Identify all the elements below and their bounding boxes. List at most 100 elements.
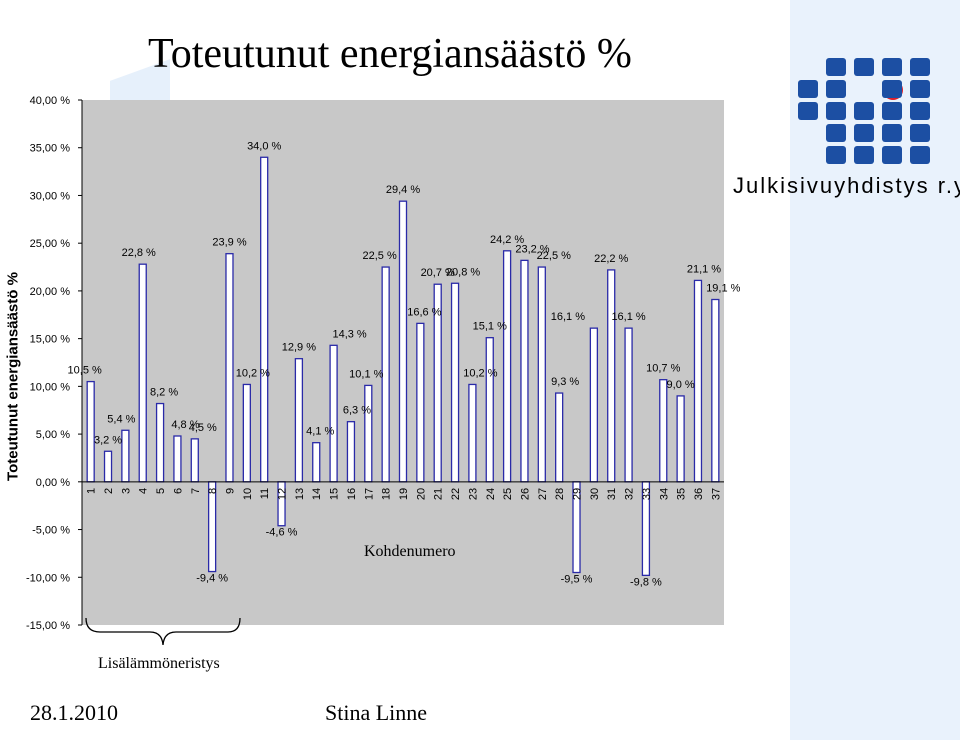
- data-label: 10,1 %: [349, 368, 383, 380]
- y-tick-label: 0,00 %: [36, 477, 70, 489]
- brace: [85, 617, 241, 646]
- bar: [520, 259, 529, 483]
- data-label: 22,5 %: [537, 250, 571, 262]
- y-tick-label: 35,00 %: [30, 143, 71, 155]
- y-tick-label: -15,00 %: [26, 620, 70, 632]
- x-tick-label: 29: [572, 488, 584, 500]
- x-tick-label: 10: [242, 488, 254, 500]
- data-label: 16,6 %: [407, 306, 441, 318]
- logo-square: [882, 80, 902, 98]
- x-tick-label: 18: [381, 488, 393, 500]
- bar: [329, 344, 338, 483]
- logo-text: Julkisivuyhdistys r.y.: [733, 173, 960, 198]
- page-title: Toteutunut energiansäästö %: [148, 31, 632, 77]
- x-tick-label: 36: [693, 488, 705, 500]
- data-label: 4,5 %: [189, 422, 217, 434]
- x-tick-label: 3: [120, 488, 132, 494]
- data-label: 23,9 %: [212, 237, 246, 249]
- x-tick-label: 24: [485, 488, 497, 500]
- x-tick-label: 23: [467, 488, 479, 500]
- data-label: 29,4 %: [386, 184, 420, 196]
- x-tick-label: 32: [624, 488, 636, 500]
- x-tick-label: 17: [363, 488, 375, 500]
- data-label: 6,3 %: [343, 405, 371, 417]
- data-label: -9,4 %: [196, 573, 228, 585]
- logo-square: [910, 124, 930, 142]
- logo-square: [882, 58, 902, 76]
- logo-square: [854, 146, 874, 164]
- bar: [502, 250, 512, 483]
- bar: [398, 200, 408, 483]
- y-tick-label: 20,00 %: [30, 286, 71, 298]
- y-tick-label: 15,00 %: [30, 334, 71, 346]
- bar: [86, 380, 95, 483]
- data-label: 34,0 %: [247, 140, 281, 152]
- x-tick-label: 8: [207, 488, 219, 494]
- data-label: 4,1 %: [306, 426, 334, 438]
- bar: [676, 395, 685, 483]
- bar: [346, 421, 356, 483]
- bar: [138, 263, 147, 483]
- bar: [190, 438, 199, 483]
- logo-square: [826, 146, 846, 164]
- logo-icon: [798, 58, 930, 164]
- data-label: 16,1 %: [611, 311, 645, 323]
- x-tick-label: 5: [155, 488, 167, 494]
- x-tick-label: 15: [329, 488, 341, 500]
- bar: [121, 429, 130, 483]
- bar: [173, 435, 182, 483]
- y-tick-label: 10,00 %: [30, 381, 71, 393]
- bar: [607, 269, 616, 483]
- logo-square: [854, 124, 874, 142]
- y-tick-label: 40,00 %: [30, 95, 71, 107]
- bar: [294, 358, 304, 483]
- x-tick-label: 35: [676, 488, 688, 500]
- logo-square: [910, 58, 930, 76]
- bar: [364, 384, 373, 483]
- logo-square: [882, 146, 902, 164]
- logo-square: [826, 58, 846, 76]
- data-label: 3,2 %: [94, 434, 122, 446]
- bar: [103, 450, 113, 483]
- logo-square: [798, 80, 818, 98]
- logo-square: [826, 124, 846, 142]
- x-tick-label: 30: [589, 488, 601, 500]
- x-tick-label: 33: [641, 488, 653, 500]
- x-tick-label: 4: [138, 488, 150, 494]
- data-label: 8,2 %: [150, 387, 178, 399]
- data-label: 19,1 %: [706, 283, 740, 295]
- x-tick-label: 11: [259, 488, 271, 499]
- logo-square: [826, 102, 846, 120]
- background-decoration: [790, 0, 960, 740]
- bar: [260, 156, 269, 483]
- x-tick-label: 21: [433, 488, 445, 500]
- logo-square: [798, 102, 818, 120]
- y-tick-label: -10,00 %: [26, 572, 70, 584]
- logo-square: [882, 102, 902, 120]
- bar: [225, 253, 234, 483]
- x-tick-label: 27: [537, 488, 549, 500]
- bar: [711, 298, 720, 483]
- data-label: 10,5 %: [68, 365, 102, 377]
- bar: [485, 337, 494, 483]
- data-label: 24,2 %: [490, 234, 524, 246]
- data-label: 14,3 %: [332, 328, 366, 340]
- logo-square: [826, 80, 846, 98]
- bar: [624, 327, 633, 483]
- data-label: 9,0 %: [667, 379, 695, 391]
- x-tick-label: 28: [554, 488, 566, 500]
- logo-square: [854, 58, 874, 76]
- data-label: 10,2 %: [236, 367, 270, 379]
- data-label: 22,8 %: [122, 247, 156, 259]
- annotation-label: Lisälämmöneristys: [98, 655, 220, 672]
- data-label: 15,1 %: [473, 321, 507, 333]
- logo-square: [910, 80, 930, 98]
- x-tick-label: 14: [311, 488, 323, 500]
- y-tick-label: 30,00 %: [30, 190, 71, 202]
- x-tick-label: 7: [190, 488, 202, 494]
- data-label: 23,2 %: [515, 243, 549, 255]
- data-label: -4,6 %: [266, 527, 298, 539]
- x-tick-label: 37: [710, 488, 722, 500]
- data-label: 10,7 %: [646, 363, 680, 375]
